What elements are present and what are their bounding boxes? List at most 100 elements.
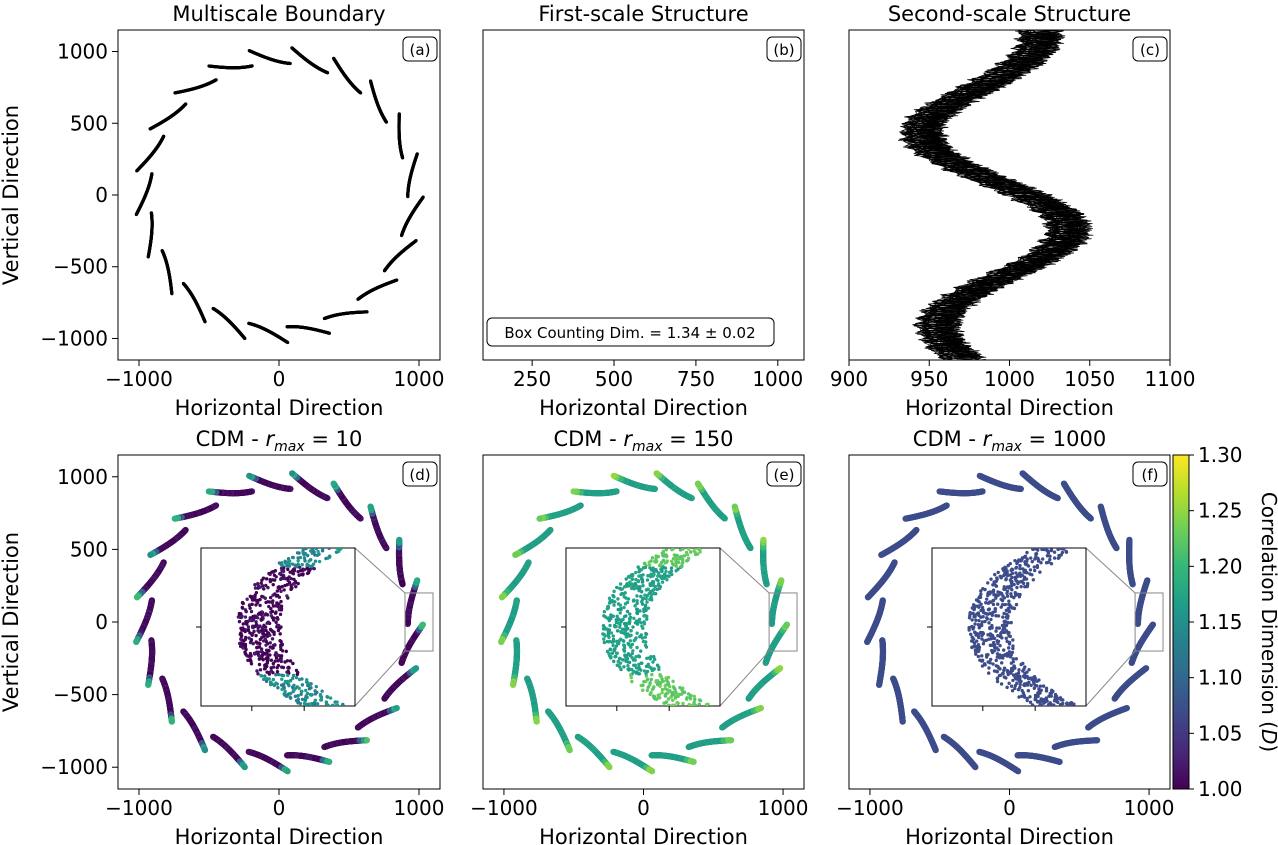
boundary-point [0,0,3,3]
boundary-point [0,0,3,3]
boundary-point [0,0,3,3]
boundary-point [0,0,3,3]
boundary-point [0,0,3,3]
boundary-point [0,0,3,3]
boundary-point [0,0,3,3]
boundary-point [0,0,3,3]
boundary-point [0,0,3,3]
boundary-point [0,0,3,3]
boundary-point [0,0,3,3]
boundary-point [0,0,3,3]
boundary-point [0,0,3,3]
boundary-point [0,0,3,3]
boundary-point [0,0,3,3]
boundary-point [0,0,3,3]
boundary-point [0,0,3,3]
boundary-point [0,0,3,3]
boundary-point [0,0,3,3]
boundary-point [0,0,3,3]
boundary-point [332,56,336,60]
boundary-point [0,0,3,3]
boundary-point [0,0,3,3]
boundary-point [0,0,3,3]
boundary-point [0,0,3,3]
boundary-point [0,0,3,3]
boundary-point [0,0,3,3]
boundary-point [0,0,3,3]
boundary-point [0,0,3,3]
boundary-point [0,0,3,3]
x-tick-label: 1050 [1064,367,1115,391]
boundary-point [0,0,3,3]
boundary-point [0,0,3,3]
boundary-point [0,0,3,3]
boundary-point [0,0,3,3]
boundary-point [0,0,3,3]
boundary-point [0,0,3,3]
boundary-point [0,0,3,3]
boundary-point [0,0,3,3]
boundary-point [0,0,3,3]
boundary-point [0,0,3,3]
boundary-point [0,0,3,3]
boundary-point [0,0,3,3]
boundary-point [0,0,3,3]
boundary-point [0,0,3,3]
boundary-point [0,0,3,3]
boundary-point [0,0,3,3]
boundary-point [0,0,3,3]
boundary-point [0,0,3,3]
boundary-point [0,0,3,3]
boundary-point [0,0,3,3]
boundary-point [0,0,3,3]
boundary-point [0,0,3,3]
boundary-point [0,0,3,3]
boundary-point [0,0,3,3]
boundary-point [0,0,3,3]
boundary-point [0,0,3,3]
boundary-point [0,0,3,3]
boundary-point [0,0,3,3]
boundary-point [0,0,3,3]
boundary-point [0,0,3,3]
boundary-point [0,0,3,3]
boundary-point [0,0,3,3]
boundary-point [0,0,3,3]
boundary-point [0,0,3,3]
boundary-point [0,0,3,3]
boundary-point [406,193,410,197]
boundary-point [0,0,3,3]
cdm-point [147,551,154,559]
boundary-point [0,0,3,3]
boundary-point [0,0,3,3]
boundary-point [0,0,3,3]
boundary-point [0,0,3,3]
boundary-point [0,0,3,3]
boundary-point [0,0,3,3]
y-tick-label: 500 [70,111,108,135]
boundary-point [0,0,3,3]
y-tick-label: −1000 [40,326,108,350]
boundary-point [0,0,3,3]
boundary-point [135,169,139,173]
boundary-point [0,0,3,3]
boundary-point [0,0,3,3]
boundary-point [0,0,3,3]
boundary-point [0,0,3,3]
boundary-point [0,0,3,3]
boundary-point [0,0,3,3]
boundary-point [0,0,3,3]
boundary-point [0,0,3,3]
boundary-point [0,0,3,3]
boundary-point [0,0,3,3]
boundary-point [0,0,3,3]
boundary-point [0,0,3,3]
boundary-point [0,0,3,3]
boundary-point [0,0,3,3]
cdm-point [168,718,175,725]
boundary-point [243,336,247,341]
boundary-point [0,0,3,3]
boundary-point [0,0,3,3]
